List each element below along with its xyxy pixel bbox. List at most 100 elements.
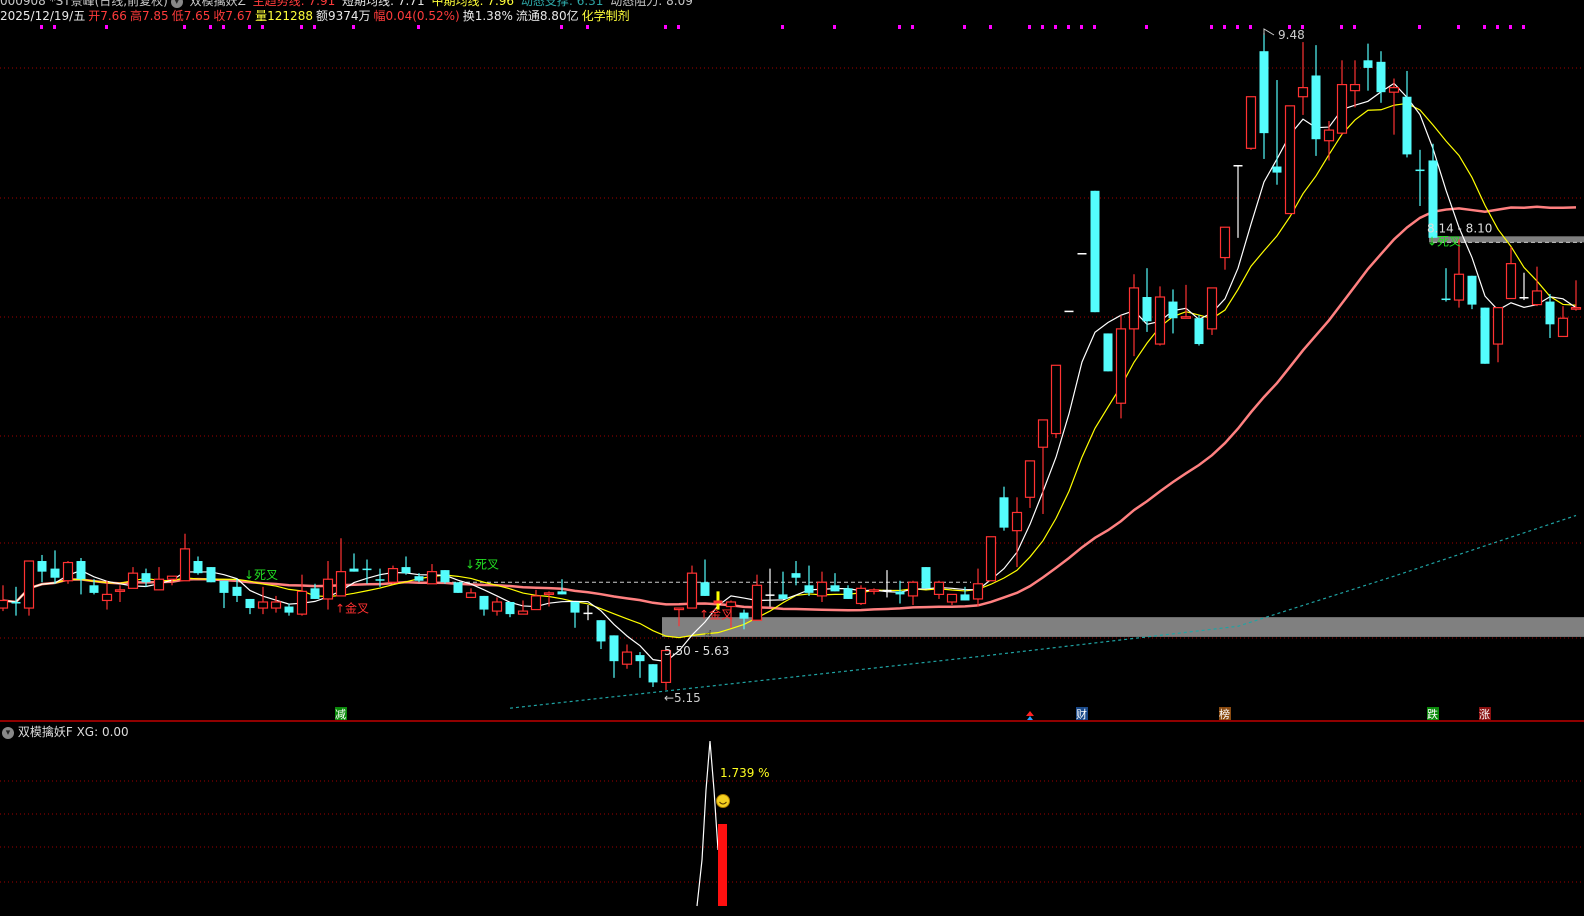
candle [479, 595, 489, 616]
candle-body [76, 561, 86, 580]
candle [1376, 51, 1386, 103]
candle-body [127, 572, 139, 589]
candle [505, 601, 515, 618]
candle [1194, 315, 1204, 346]
candle [1115, 315, 1127, 419]
support-value: 动态支撑: 6.31 [520, 0, 604, 8]
indicator-name: 双模擒妖Z [189, 0, 246, 8]
candle-body [635, 655, 645, 662]
candle-body [232, 586, 242, 596]
candle [686, 565, 698, 609]
candle [1557, 306, 1569, 338]
candle-body [479, 595, 489, 610]
signal-marker [222, 25, 225, 29]
candle [153, 567, 165, 591]
candle-body [1428, 160, 1438, 238]
signal-marker [1418, 25, 1421, 29]
signal-marker [1080, 25, 1083, 29]
smiley-icon [719, 801, 727, 805]
candle-body [335, 571, 347, 597]
candle-body [1519, 297, 1529, 299]
candle [1480, 307, 1490, 364]
hand-cursor-icon: ☝ [704, 628, 713, 644]
candle-body [972, 583, 984, 600]
candle-body [0, 599, 9, 609]
candle-body [778, 594, 788, 599]
candle [349, 553, 359, 572]
candle-body [453, 582, 463, 593]
candle [648, 664, 658, 687]
indicator-menu-icon[interactable]: ▾ [170, 0, 183, 8]
candle-body [1037, 419, 1049, 448]
candle [816, 571, 828, 602]
lower-indicator-menu-icon[interactable]: ▾ [2, 726, 14, 739]
candle [1453, 239, 1465, 308]
signal-marker [352, 25, 355, 29]
lower-pane-header: ▾ 双模擒妖F XG: 0.00 [2, 723, 129, 740]
candle-body [1233, 165, 1243, 167]
candle [453, 582, 463, 593]
candle-body [179, 548, 191, 582]
ma-short-line [2, 82, 1577, 663]
candle [414, 573, 424, 583]
candle [11, 586, 21, 616]
candle [1441, 268, 1451, 302]
signal-marker [183, 25, 186, 29]
quote-sector[interactable]: 化学制剂 [581, 9, 630, 23]
candle [517, 600, 529, 615]
candle [673, 607, 685, 627]
ma-mid-line [2, 102, 1577, 639]
candle [596, 620, 606, 650]
candle [999, 486, 1009, 531]
candle-body [1050, 364, 1062, 435]
candle [725, 600, 737, 628]
candle-body [609, 635, 619, 662]
candle-body [583, 612, 593, 615]
signal-marker [1054, 25, 1057, 29]
signal-marker [1210, 25, 1213, 29]
candle [1219, 226, 1231, 270]
candle [465, 588, 477, 599]
candle [635, 652, 645, 678]
candle [1103, 333, 1113, 372]
candle [1064, 310, 1074, 313]
candle-body [960, 594, 970, 601]
signal-marker [1353, 25, 1356, 29]
candle [257, 586, 269, 615]
support-band [662, 617, 1584, 637]
candle-body [1206, 287, 1218, 330]
candle-body [648, 664, 658, 683]
candle-body [1363, 60, 1373, 68]
candle [322, 561, 334, 610]
candle-body [270, 601, 282, 609]
candle-body [322, 578, 334, 600]
candle [1154, 286, 1166, 346]
candle-body [166, 575, 178, 580]
candle [1402, 70, 1412, 158]
candle-body [1531, 290, 1543, 306]
candle-body [257, 601, 269, 609]
signal-marker [105, 25, 108, 29]
event-tag-label: 涨 [1479, 708, 1490, 721]
candle-body [907, 581, 919, 597]
candle-body [1376, 61, 1386, 93]
candle [1245, 96, 1257, 150]
candle [1297, 42, 1309, 115]
high-price-label: 9.48 [1278, 28, 1305, 42]
candle-body [296, 590, 308, 615]
candle-body [141, 573, 151, 583]
signal-marker [1041, 25, 1044, 29]
candle-body [1480, 307, 1490, 364]
candle-body [1441, 298, 1451, 301]
signal-marker [1301, 25, 1304, 29]
event-tag [1427, 707, 1439, 720]
candle [882, 570, 892, 598]
candle-body [660, 649, 672, 684]
candles [0, 33, 1582, 690]
candle-body [1272, 166, 1282, 173]
candle-body [882, 589, 892, 592]
candle [1311, 45, 1321, 156]
candle [1024, 460, 1036, 508]
short-ma-value: 短期均线: 7.71 [342, 0, 425, 8]
